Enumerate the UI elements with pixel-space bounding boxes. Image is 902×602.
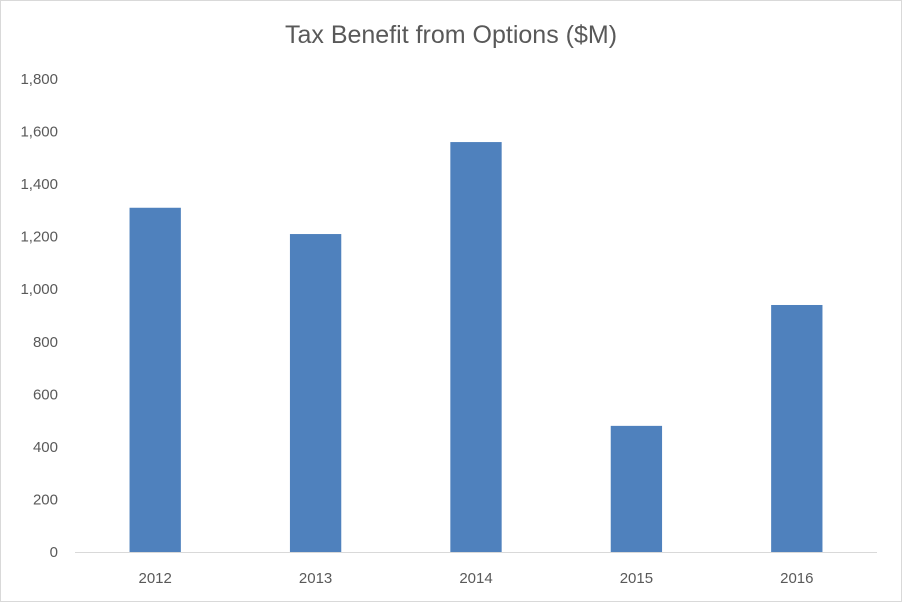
y-tick-label: 1,200 [20, 229, 58, 246]
y-tick-label: 0 [50, 544, 58, 561]
y-tick-label: 400 [33, 439, 58, 456]
bar-2016 [771, 304, 823, 552]
x-tick-label: 2012 [139, 570, 172, 587]
bar-2015 [610, 425, 663, 552]
y-tick-label: 1,400 [20, 176, 58, 193]
x-tick-label: 2014 [459, 570, 492, 587]
y-tick-label: 600 [33, 386, 58, 403]
x-tick-label: 2016 [780, 570, 813, 587]
y-tick-label: 1,600 [20, 124, 58, 141]
y-tick-label: 1,000 [20, 281, 58, 298]
bar-2012 [129, 207, 181, 552]
y-tick-label: 1,800 [20, 71, 58, 88]
bar-2014 [450, 142, 502, 553]
y-tick-label: 800 [33, 334, 58, 351]
y-tick-label: 200 [33, 491, 58, 508]
chart-title: Tax Benefit from Options ($M) [284, 21, 618, 49]
x-tick-label: 2015 [620, 570, 653, 587]
bar-2013 [289, 234, 342, 553]
x-tick-label: 2013 [299, 570, 332, 587]
